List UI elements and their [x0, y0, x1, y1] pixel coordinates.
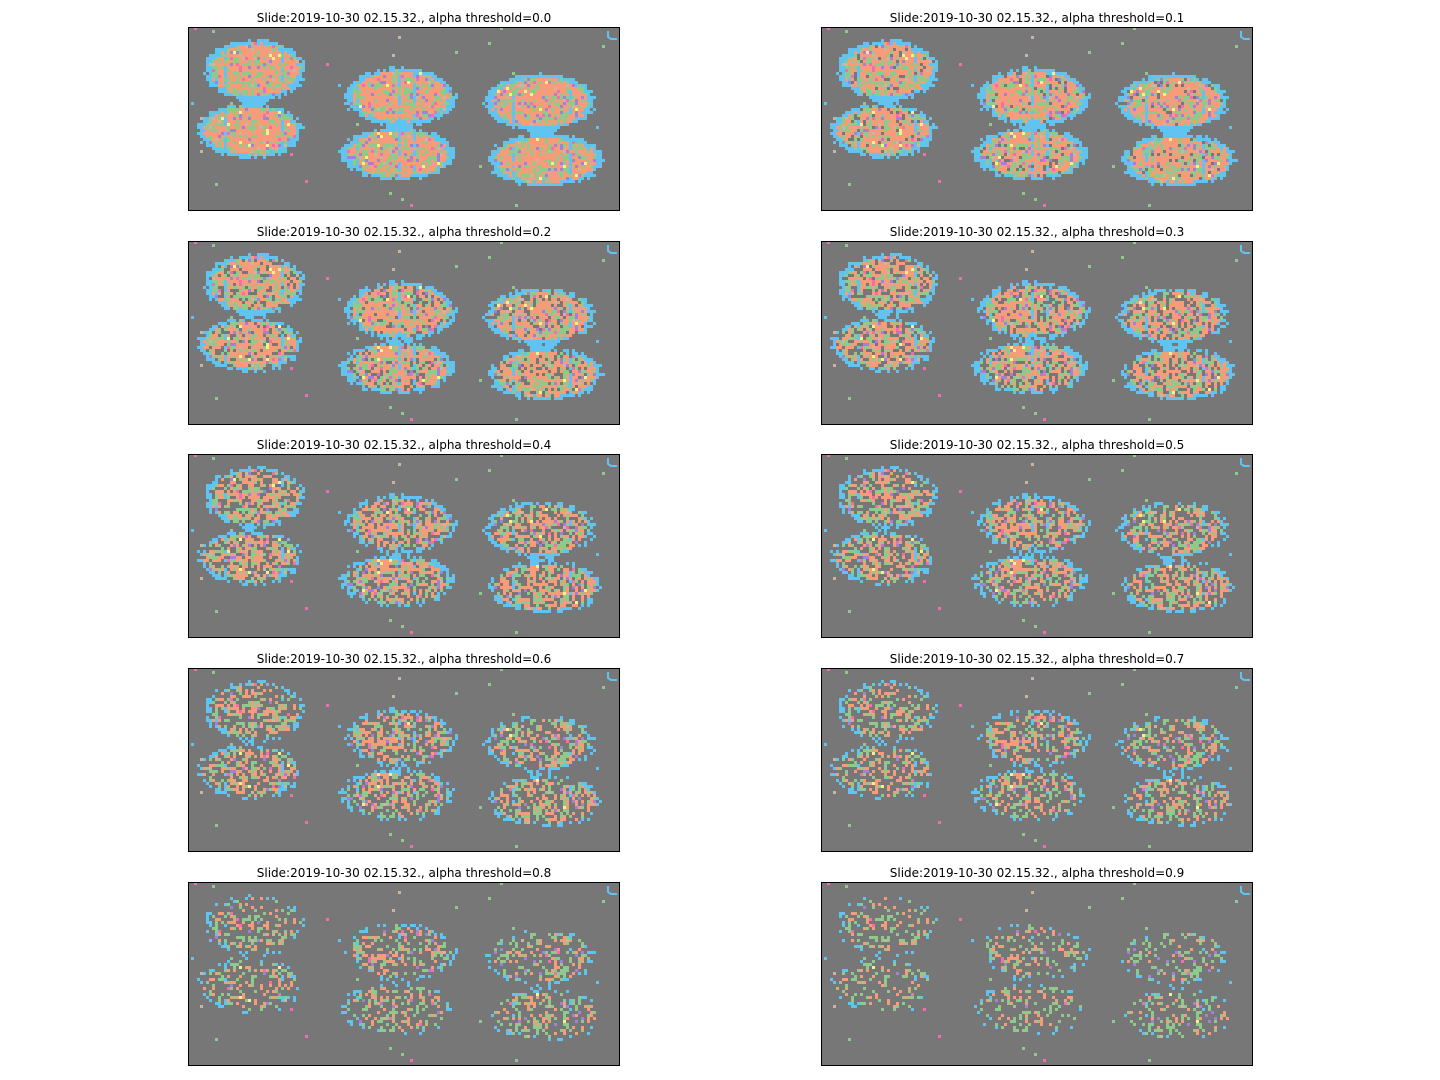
axes-frame: [188, 454, 620, 638]
panel-title: Slide:2019-10-30 02.15.32., alpha thresh…: [256, 225, 552, 239]
axes-frame: [821, 454, 1253, 638]
cluster-cells: [206, 882, 605, 1062]
panel-title: Slide:2019-10-30 02.15.32., alpha thresh…: [889, 652, 1185, 666]
corner-mark: [1240, 886, 1250, 895]
cluster-cells: [191, 39, 605, 186]
cluster-cells: [191, 253, 605, 400]
cluster-cells: [824, 39, 1238, 186]
cluster-cells: [206, 668, 605, 848]
cluster-cells: [194, 454, 575, 634]
cluster-cells: [836, 683, 1229, 821]
cluster-cells: [839, 454, 1238, 634]
corner-mark: [1240, 31, 1250, 40]
tissue-heatmap: [821, 668, 1253, 852]
axes-frame: [821, 241, 1253, 425]
tissue-heatmap: [821, 882, 1253, 1066]
tissue-heatmap: [821, 27, 1253, 211]
axes-frame: [821, 668, 1253, 852]
cluster-cells: [839, 668, 1238, 848]
panel-title: Slide:2019-10-30 02.15.32., alpha thresh…: [256, 438, 552, 452]
corner-mark: [607, 31, 617, 40]
axes-frame: [188, 27, 620, 211]
cluster-cells: [203, 897, 596, 1035]
panel-title: Slide:2019-10-30 02.15.32., alpha thresh…: [889, 225, 1185, 239]
cluster-cells: [206, 241, 605, 421]
cluster-cells: [203, 683, 596, 824]
cluster-cells: [827, 241, 1208, 421]
cluster-cells: [839, 882, 1238, 1062]
cluster-cells: [827, 454, 1208, 634]
tissue-heatmap: [188, 882, 620, 1066]
axes-frame: [188, 882, 620, 1066]
corner-mark: [1240, 458, 1250, 467]
corner-mark: [607, 672, 617, 681]
tissue-heatmap: [188, 454, 620, 638]
axes-frame: [821, 27, 1253, 211]
tissue-heatmap: [188, 241, 620, 425]
corner-mark: [607, 458, 617, 467]
panel-title: Slide:2019-10-30 02.15.32., alpha thresh…: [889, 11, 1185, 25]
tissue-heatmap: [188, 668, 620, 852]
corner-mark: [607, 886, 617, 895]
panel-title: Slide:2019-10-30 02.15.32., alpha thresh…: [889, 866, 1185, 880]
cluster-cells: [836, 469, 1229, 610]
tissue-heatmap: [821, 454, 1253, 638]
axes-frame: [188, 668, 620, 852]
tissue-heatmap: [188, 27, 620, 211]
cluster-cells: [839, 241, 1238, 421]
cluster-cells: [194, 668, 575, 848]
cluster-cells: [203, 256, 596, 397]
tissue-heatmap: [821, 241, 1253, 425]
cluster-cells: [203, 469, 596, 610]
cluster-cells: [206, 454, 605, 634]
corner-mark: [1240, 672, 1250, 681]
corner-mark: [1240, 245, 1250, 254]
cluster-cells: [836, 42, 1229, 183]
panel-title: Slide:2019-10-30 02.15.32., alpha thresh…: [889, 438, 1185, 452]
panel-title: Slide:2019-10-30 02.15.32., alpha thresh…: [256, 652, 552, 666]
axes-frame: [188, 241, 620, 425]
axes-frame: [821, 882, 1253, 1066]
panel-title: Slide:2019-10-30 02.15.32., alpha thresh…: [256, 11, 552, 25]
cluster-cells: [836, 256, 1229, 397]
panel-title: Slide:2019-10-30 02.15.32., alpha thresh…: [256, 866, 552, 880]
cluster-cells: [203, 42, 596, 183]
corner-mark: [607, 245, 617, 254]
